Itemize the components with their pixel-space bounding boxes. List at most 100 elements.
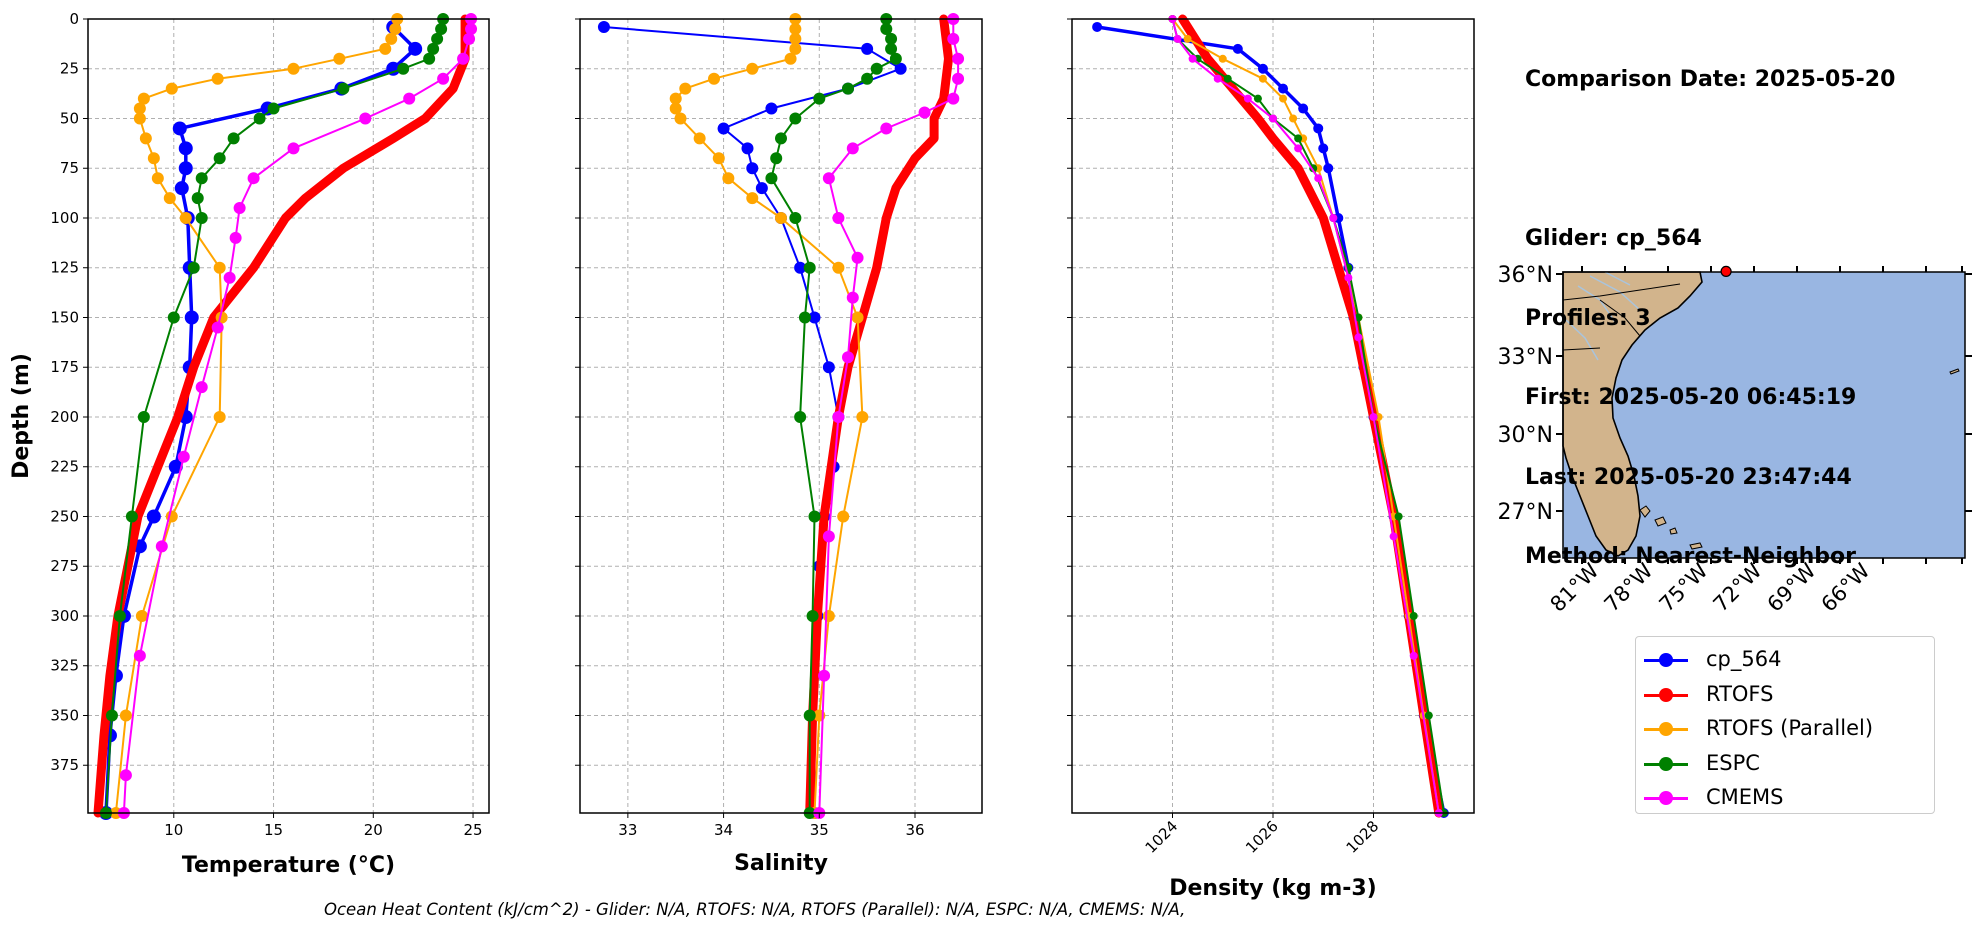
point-rtofs-parallel-20 bbox=[784, 52, 797, 65]
point-cmems-380 bbox=[119, 769, 132, 782]
point-espc-30 bbox=[1223, 74, 1232, 83]
point-espc-25 bbox=[397, 62, 410, 75]
point-cmems-40 bbox=[1243, 94, 1252, 103]
point-cp-564-225 bbox=[168, 459, 183, 474]
point-cp-564-45 bbox=[765, 102, 778, 115]
map-lat-tick-label-0: 36°N bbox=[1498, 263, 1553, 288]
series-cp-564-line bbox=[1095, 25, 1446, 815]
point-cmems-110 bbox=[229, 231, 242, 244]
panel-salinity: 33 34 35 36 Salinity bbox=[575, 13, 983, 876]
point-espc-30 bbox=[861, 72, 874, 85]
point-rtofs-parallel-35 bbox=[679, 82, 692, 95]
point-cmems-65 bbox=[1294, 144, 1303, 153]
point-espc-150 bbox=[798, 311, 811, 324]
series-rtofs-parallel-line bbox=[114, 18, 399, 814]
point-cp-564-25 bbox=[1257, 63, 1268, 74]
x-tick-label-36: 36 bbox=[905, 821, 924, 839]
point-espc-300 bbox=[113, 609, 126, 622]
legend-item-cmems: CMEMS bbox=[1636, 781, 1934, 816]
point-rtofs-parallel-150 bbox=[851, 311, 864, 324]
legend: cp_564 RTOFS RTOFS (Parallel) ESPC CMEMS bbox=[1635, 636, 1935, 814]
point-cmems-30 bbox=[437, 72, 450, 85]
legend-item-rtofs: RTOFS bbox=[1636, 678, 1934, 713]
point-cmems-120 bbox=[851, 251, 864, 264]
point-cp-564-15 bbox=[861, 42, 874, 55]
y-tick-label-25: 25 bbox=[60, 60, 79, 78]
point-cp-564-55 bbox=[717, 122, 730, 135]
point-cmems-200 bbox=[832, 410, 845, 423]
point-espc-50 bbox=[789, 112, 802, 125]
point-rtofs-parallel-25 bbox=[287, 62, 300, 75]
legend-marker-espc bbox=[1659, 756, 1673, 771]
point-rtofs-parallel-60 bbox=[139, 132, 152, 145]
x-tick-label-35: 35 bbox=[810, 821, 829, 839]
point-rtofs-parallel-40 bbox=[1279, 94, 1288, 103]
map-state-borders bbox=[1562, 283, 1681, 351]
point-cp-564-150 bbox=[184, 310, 199, 325]
x-tick-label-10: 10 bbox=[164, 821, 183, 839]
info-line-profiles: Profiles: 3 bbox=[1525, 305, 1651, 331]
map-lat-tick-label-1: 33°N bbox=[1498, 345, 1553, 370]
point-cmems-95 bbox=[233, 202, 246, 215]
legend-item-cp-564: cp_564 bbox=[1636, 643, 1934, 678]
point-rtofs-parallel-350 bbox=[119, 709, 132, 722]
point-cmems-220 bbox=[177, 450, 190, 463]
point-espc-25 bbox=[870, 62, 883, 75]
point-cmems-55 bbox=[880, 122, 893, 135]
glider-position-marker bbox=[1720, 265, 1732, 277]
x-axis-label: Salinity bbox=[734, 851, 828, 876]
point-cmems-155 bbox=[211, 321, 224, 334]
y-tick-label-225: 225 bbox=[50, 458, 79, 476]
map-lat-tick-label-3: 27°N bbox=[1498, 500, 1553, 525]
point-rtofs-parallel-300 bbox=[135, 609, 148, 622]
point-cmems-10 bbox=[947, 32, 960, 45]
legend-marker-cp-564 bbox=[1659, 653, 1673, 667]
point-rtofs-parallel-50 bbox=[133, 112, 146, 125]
point-cp-564-15 bbox=[408, 41, 423, 56]
legend-item-espc: ESPC bbox=[1636, 747, 1934, 782]
ocean-heat-content-footnote: Ocean Heat Content (kJ/cm^2) - Glider: N… bbox=[324, 900, 1186, 919]
point-rtofs-parallel-5 bbox=[789, 22, 802, 35]
point-cmems-50 bbox=[359, 112, 372, 125]
point-cmems-20 bbox=[457, 52, 470, 65]
point-cp-564-35 bbox=[1278, 83, 1289, 94]
point-rtofs-parallel-300 bbox=[822, 609, 835, 622]
y-tick-label-0: 0 bbox=[69, 10, 79, 28]
point-cp-564-25 bbox=[894, 62, 907, 75]
point-cp-564-4 bbox=[1092, 21, 1103, 32]
series-cp-564-line bbox=[104, 25, 417, 815]
comparison-info: Comparison Date: 2025-05-20 Glider: cp_5… bbox=[1525, 14, 1895, 597]
y-tick-label-175: 175 bbox=[50, 358, 79, 376]
point-rtofs-parallel-40 bbox=[137, 92, 150, 105]
y-tick-label-300: 300 bbox=[50, 607, 79, 625]
series-rtofs-line bbox=[805, 14, 953, 818]
point-espc-10 bbox=[431, 32, 444, 45]
y-tick-label-125: 125 bbox=[50, 259, 79, 277]
point-espc-250 bbox=[1394, 512, 1403, 521]
y-tick-label-325: 325 bbox=[50, 657, 79, 675]
point-cmems-330 bbox=[818, 669, 831, 682]
map-land-southeast-us bbox=[1562, 271, 1703, 557]
point-rtofs-parallel-30 bbox=[708, 72, 720, 85]
panel-density: 1024 1026 1028 Density (kg m-3) bbox=[1067, 14, 1475, 901]
point-espc-100 bbox=[789, 211, 802, 224]
point-cmems-20 bbox=[952, 52, 965, 65]
point-espc-50 bbox=[253, 112, 266, 125]
point-espc-45 bbox=[267, 102, 280, 115]
legend-label-rtofs: RTOFS bbox=[1706, 681, 1774, 706]
point-espc-150 bbox=[1354, 313, 1363, 322]
point-cmems-160 bbox=[1354, 333, 1363, 342]
point-espc-40 bbox=[813, 92, 826, 105]
legend-marker-rtofs bbox=[1659, 687, 1673, 702]
point-cp-564-125 bbox=[794, 261, 807, 274]
point-cmems-30 bbox=[1213, 74, 1222, 83]
map-bahamas-islands bbox=[1639, 368, 1960, 550]
point-cmems-65 bbox=[287, 142, 300, 155]
y-tick-label-50: 50 bbox=[60, 109, 79, 127]
point-cmems-140 bbox=[846, 291, 859, 304]
point-cp-564-85 bbox=[174, 181, 189, 196]
point-cp-564-45 bbox=[1298, 103, 1309, 114]
map-frame bbox=[1562, 271, 1966, 559]
info-line-last: Last: 2025-05-20 23:47:44 bbox=[1525, 464, 1852, 490]
point-espc-5 bbox=[880, 22, 893, 35]
